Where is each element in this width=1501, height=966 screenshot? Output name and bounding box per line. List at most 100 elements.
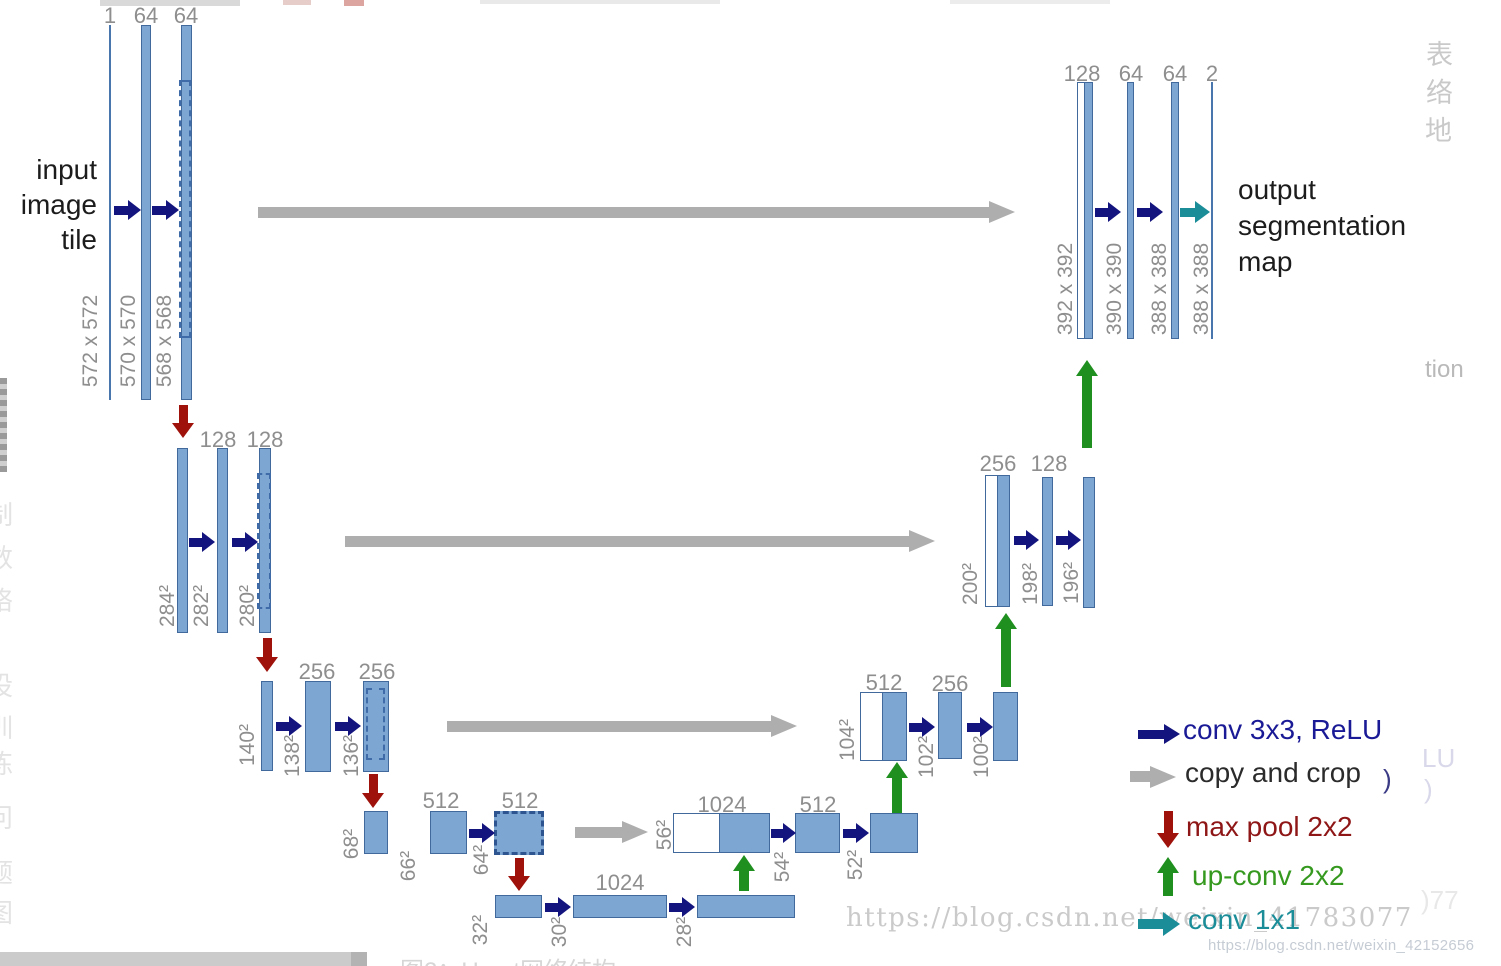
- size-label: 196²: [1060, 561, 1083, 605]
- ghost-text-digits: )77: [1421, 885, 1459, 915]
- size-label: 104²: [836, 718, 859, 762]
- left-edge-text-fragment: [0, 378, 7, 472]
- left-edge-char: 练: [0, 749, 14, 779]
- legend-copy-arrow: [1130, 765, 1176, 788]
- size-label: 138²: [281, 734, 304, 778]
- conv1x1-arrow: [1180, 201, 1210, 223]
- size-label: 66²: [397, 850, 420, 882]
- left-edge-char: 设: [0, 671, 14, 701]
- legend-conv1x1-label: conv 1x1: [1188, 904, 1301, 935]
- legend-maxpool-arrow: [1157, 811, 1179, 848]
- feature-map-bar: [882, 692, 907, 761]
- feature-map-bar: [181, 25, 192, 400]
- feature-map-bar: [795, 813, 840, 853]
- channel-label: 512: [422, 788, 460, 813]
- output-segmentation-map-label: output segmentation map: [1238, 174, 1407, 277]
- conv-arrow: [152, 200, 179, 220]
- crop-region-dashed-box: [494, 811, 544, 855]
- channel-label: 256: [931, 671, 969, 696]
- channel-label: 512: [799, 792, 837, 817]
- size-label: 570 x 570: [117, 294, 140, 388]
- conv-arrow: [967, 717, 993, 737]
- channel-label: 64: [1118, 61, 1144, 86]
- size-label: 28²: [673, 916, 696, 948]
- size-label: 140²: [236, 723, 259, 767]
- crop-region-dashed-box: [366, 688, 385, 760]
- watermark-small: https://blog.csdn.net/weixin_42152656: [1208, 937, 1475, 954]
- input-image-tile-label: input image tile: [20, 154, 97, 255]
- size-label: 68²: [340, 828, 363, 860]
- crop-region-dashed-box: [257, 473, 271, 609]
- feature-map-bar: [1171, 82, 1179, 339]
- ghost-text-relu: LU: [1422, 743, 1456, 773]
- legend-upconv-arrow: [1157, 857, 1179, 896]
- top-edge-fragment: [950, 0, 1110, 4]
- feature-map-bar: [938, 692, 962, 759]
- channel-label: 256: [979, 451, 1017, 476]
- legend-conv3x3-label: conv 3x3, ReLU: [1183, 714, 1383, 745]
- channel-label: 128: [1063, 61, 1101, 86]
- maxpool-arrow: [362, 774, 384, 808]
- size-label: 102²: [915, 735, 938, 779]
- size-label: 284²: [156, 584, 179, 628]
- size-label: 54²: [771, 851, 794, 883]
- top-edge-fragment: [283, 0, 311, 5]
- conv-arrow: [843, 823, 869, 843]
- feature-map-bar: [997, 475, 1010, 607]
- maxpool-arrow: [256, 638, 278, 672]
- feature-map-bar: [364, 811, 388, 854]
- left-edge-char: 数: [0, 543, 14, 573]
- legend-upconv-label: up-conv 2x2: [1192, 860, 1345, 891]
- conv-arrow: [469, 823, 495, 843]
- feature-map-bar: [573, 895, 667, 918]
- left-edge-char: 问: [0, 803, 14, 833]
- size-label: 572 x 572: [79, 294, 102, 388]
- copy-crop-arrow: [258, 201, 1015, 223]
- feature-map-bar: [993, 692, 1018, 761]
- upconv-arrow: [886, 762, 908, 813]
- conv-arrow: [114, 200, 141, 220]
- right-edge-char: 地: [1425, 116, 1452, 146]
- size-label: 568 x 568: [153, 294, 176, 388]
- top-edge-fragment: [100, 0, 240, 6]
- left-edge-char: 题: [0, 858, 14, 888]
- conv-arrow: [335, 716, 361, 736]
- channel-label: 64: [173, 3, 199, 28]
- channel-label: 128: [246, 427, 284, 452]
- copy-crop-arrow: [447, 715, 797, 737]
- crop-region-dashed-box: [179, 80, 191, 338]
- channel-label: 64: [1162, 61, 1188, 86]
- feature-map-line: [1211, 82, 1213, 339]
- maxpool-arrow: [508, 858, 530, 891]
- figure-caption: 图2：U-net网络结构: [400, 951, 616, 966]
- legend-conv1x1-arrow: [1138, 912, 1180, 936]
- size-label: 56²: [653, 819, 676, 851]
- size-label: 200²: [959, 562, 982, 606]
- conv-arrow: [276, 716, 302, 736]
- ghost-text-paren: ): [1424, 774, 1433, 804]
- right-edge-text: tion: [1425, 356, 1464, 383]
- conv-arrow: [1056, 530, 1081, 550]
- channel-label: 128: [1030, 451, 1068, 476]
- channel-label: 1024: [595, 870, 645, 895]
- size-label: 100²: [970, 735, 993, 779]
- right-edge-char: 表: [1426, 40, 1453, 70]
- conv-arrow: [232, 532, 258, 552]
- conv-arrow: [1014, 530, 1039, 550]
- channel-label: 128: [199, 427, 237, 452]
- conv-arrow: [1137, 202, 1163, 222]
- feature-map-bar: [495, 895, 542, 918]
- legend-conv-arrow: [1138, 724, 1180, 744]
- left-edge-char: 络: [0, 586, 14, 616]
- feature-map-line: [109, 25, 111, 400]
- size-label: 388 x 388: [1190, 242, 1213, 336]
- conv-arrow: [909, 717, 935, 737]
- feature-map-bar: [217, 448, 228, 633]
- feature-map-bar: [697, 895, 795, 918]
- size-label: 282²: [190, 584, 213, 628]
- left-edge-char: 训: [0, 713, 14, 743]
- conv-arrow: [189, 532, 215, 552]
- channel-label: 2: [1205, 61, 1219, 86]
- bottom-ui-strip: [0, 952, 367, 966]
- feature-map-bar: [1127, 82, 1134, 339]
